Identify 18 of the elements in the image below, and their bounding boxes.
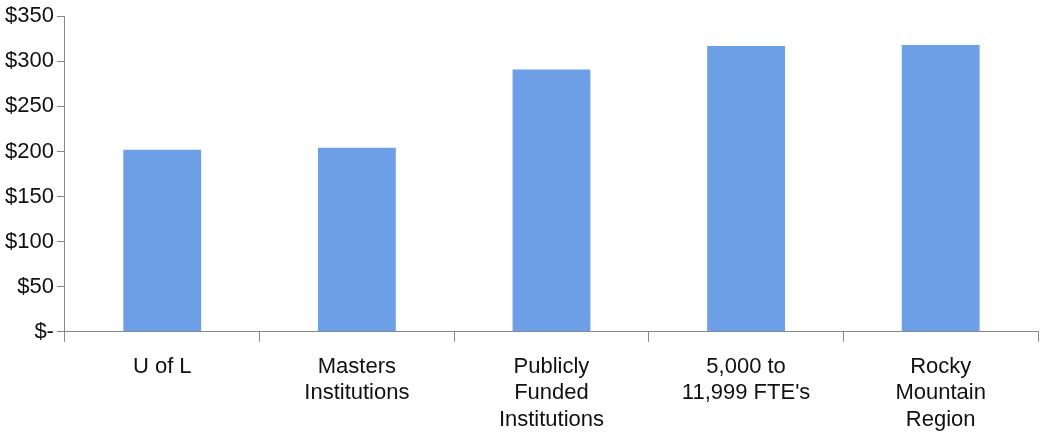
y-tick-label: $100	[4, 227, 54, 253]
bar	[123, 149, 202, 332]
x-tick-label: 5,000 to 11,999 FTE's	[681, 353, 811, 405]
y-tick-label: $200	[4, 137, 54, 163]
x-tick-label: Masters Institutions	[304, 353, 410, 405]
bar	[512, 69, 591, 332]
y-tick-label: $-	[34, 317, 54, 343]
bar	[707, 45, 786, 332]
bar	[317, 147, 396, 332]
bar	[901, 45, 980, 332]
y-tick-label: $150	[4, 182, 54, 208]
x-tick-label: Publicly Funded Institutions	[498, 353, 605, 431]
y-tick-label: $250	[4, 92, 54, 118]
y-tick-label: $350	[4, 2, 54, 28]
x-tick-label: Rocky Mountain Region	[895, 353, 986, 431]
x-tick-label: U of L	[132, 353, 192, 379]
y-tick-label: $50	[17, 272, 54, 298]
y-tick-label: $300	[4, 47, 54, 73]
